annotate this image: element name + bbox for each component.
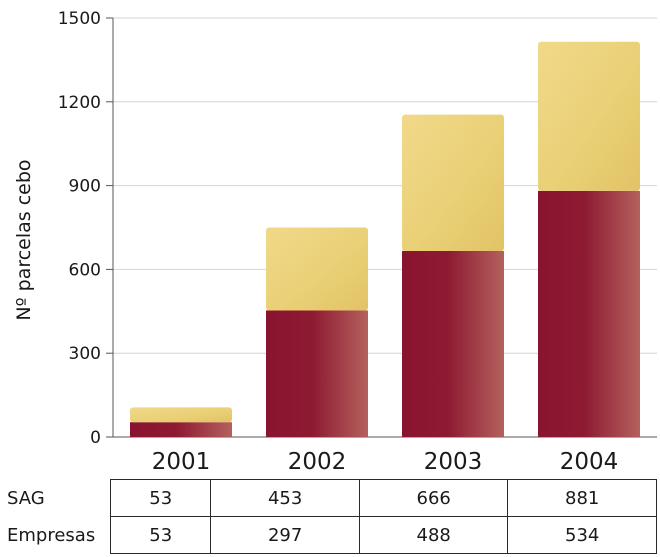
- table-row-empresas: Empresas 53 297 488 534: [0, 516, 657, 554]
- table-row-sag: SAG 53 453 666 881: [0, 479, 657, 517]
- bar-sag-2001: [130, 422, 232, 437]
- cell-value: 534: [507, 516, 657, 554]
- bar-sag-2003: [402, 250, 504, 437]
- x-tick-label: 2003: [424, 449, 483, 475]
- row-label: SAG: [0, 479, 111, 517]
- y-tick-label: 900: [69, 177, 101, 197]
- bar-empresas-2002: [266, 227, 368, 311]
- bars: [130, 41, 640, 437]
- bar-empresas-2001: [130, 407, 232, 423]
- y-tick-label: 600: [69, 260, 101, 280]
- cell-value: 53: [109, 479, 212, 517]
- stacked-bar-chart: 0 300 600 900 1200 1500 2001 2002 2003 2004: [58, 9, 657, 475]
- cell-value: 881: [507, 479, 657, 517]
- data-table: SAG 53 453 666 881 Empresas 53 297 488 5…: [0, 479, 657, 554]
- x-tick-label: 2002: [288, 449, 347, 475]
- y-tick-label: 300: [69, 344, 101, 364]
- cell-value: 666: [358, 479, 509, 517]
- x-tick-label: 2001: [152, 449, 211, 475]
- bar-sag-2004: [538, 190, 640, 437]
- tick-labels: 0 300 600 900 1200 1500 2001 2002 2003 2004: [58, 9, 619, 475]
- y-axis-label: Nº parcelas cebo: [13, 159, 35, 321]
- bar-empresas-2004: [538, 41, 640, 191]
- y-tick-label: 1500: [58, 9, 101, 29]
- bar-sag-2002: [266, 310, 368, 437]
- x-tick-label: 2004: [560, 449, 619, 475]
- cell-value: 297: [210, 516, 360, 554]
- y-tick-label: 1200: [58, 93, 101, 113]
- cell-value: 53: [109, 516, 212, 554]
- row-label: Empresas: [0, 516, 111, 554]
- y-tick-label: 0: [90, 428, 101, 448]
- cell-value: 453: [210, 479, 360, 517]
- cell-value: 488: [358, 516, 509, 554]
- bar-empresas-2003: [402, 114, 504, 251]
